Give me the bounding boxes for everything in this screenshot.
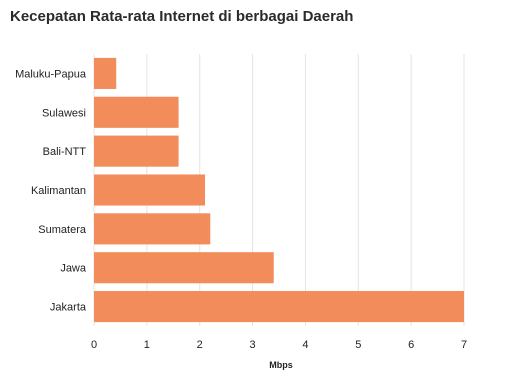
bar-kalimantan [94,174,205,206]
bar-maluku-papua [94,57,117,89]
x-tick-label: 3 [250,339,256,351]
category-label: Jakarta [50,302,87,314]
x-tick-label: 6 [408,339,414,351]
bars [94,57,464,323]
x-tick-label: 4 [302,339,308,351]
bar-jawa [94,252,274,284]
category-label: Sumatera [38,224,87,236]
bar-sumatera [94,213,211,245]
category-label: Jawa [60,263,87,275]
category-labels: Maluku-Papua Sulawesi Bali-NTT Kalimantan Su… [15,68,87,313]
x-tick-label: 1 [144,339,150,351]
bar-jakarta [94,291,464,323]
category-label: Maluku-Papua [15,68,87,80]
bar-sulawesi [94,96,179,128]
bar-bali-ntt [94,135,179,167]
x-tick-label: 2 [197,339,203,351]
category-label: Sulawesi [42,107,86,119]
x-axis-title: Mbps [269,360,293,370]
x-tick-label: 5 [355,339,361,351]
x-tick-label: 0 [91,339,97,351]
x-tick-label: 7 [461,339,467,351]
chart-title: Kecepatan Rata-rata Internet di berbagai… [10,8,354,25]
x-tick-labels: 0 1 2 3 4 5 6 7 [91,339,467,351]
category-label: Kalimantan [31,185,86,197]
category-label: Bali-NTT [43,146,87,158]
